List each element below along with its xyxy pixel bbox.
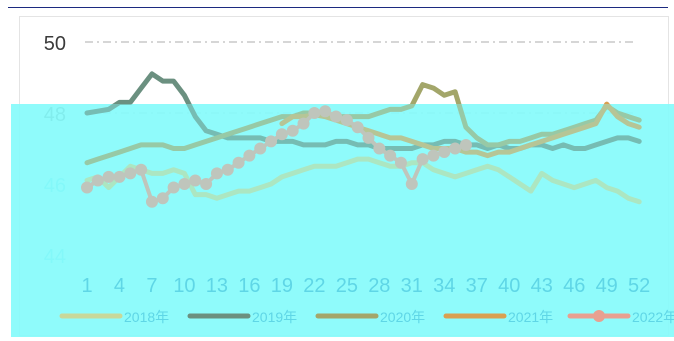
gridlines xyxy=(85,41,636,114)
cyan-overlay xyxy=(11,104,674,337)
top-rule xyxy=(8,7,668,8)
y-tick-label: 50 xyxy=(44,33,66,55)
